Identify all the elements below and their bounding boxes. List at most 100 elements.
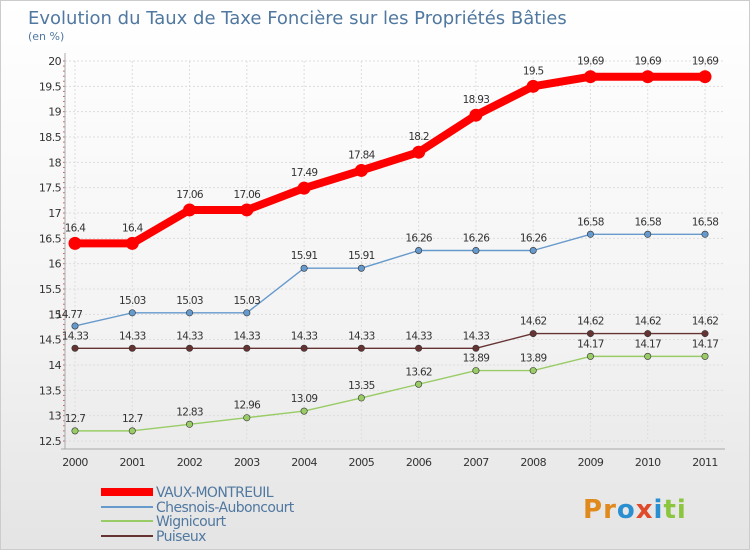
gridlines bbox=[65, 60, 725, 442]
data-label: 14.77 bbox=[56, 309, 83, 321]
x-tick-label: 2009 bbox=[578, 456, 604, 469]
data-point bbox=[698, 70, 712, 84]
data-label: 14.62 bbox=[634, 316, 661, 328]
data-point bbox=[701, 352, 709, 360]
data-point bbox=[472, 344, 480, 352]
data-point bbox=[240, 203, 254, 217]
y-tick-label: 17.5 bbox=[39, 182, 62, 195]
data-point bbox=[586, 352, 594, 360]
series-line bbox=[74, 355, 706, 432]
data-label: 12.7 bbox=[122, 413, 143, 425]
data-label: 18.93 bbox=[463, 94, 490, 106]
data-label: 16.4 bbox=[65, 222, 87, 234]
legend-label: VAUX-MONTREUIL bbox=[156, 485, 274, 501]
data-label: 14.62 bbox=[520, 316, 547, 328]
data-point bbox=[526, 79, 540, 93]
y-tick-label: 13 bbox=[48, 410, 61, 423]
x-tick-label: 2008 bbox=[520, 456, 546, 469]
x-tick-label: 2007 bbox=[463, 456, 489, 469]
data-point bbox=[412, 145, 426, 159]
y-tick-label: 14.5 bbox=[39, 334, 62, 347]
data-point bbox=[300, 344, 308, 352]
y-tick-label: 16.5 bbox=[39, 232, 62, 245]
data-point bbox=[586, 230, 594, 238]
data-label: 16.26 bbox=[405, 232, 433, 244]
x-tick-label: 2005 bbox=[349, 456, 375, 469]
data-label: 14.17 bbox=[577, 338, 604, 350]
data-point bbox=[243, 309, 251, 317]
data-label: 14.33 bbox=[234, 330, 261, 342]
data-point bbox=[300, 407, 308, 415]
data-point bbox=[297, 181, 311, 195]
y-tick-label: 17 bbox=[48, 207, 61, 220]
legend: VAUX-MONTREUILChesnois-AuboncourtWignico… bbox=[101, 485, 295, 545]
legend-label: Wignicourt bbox=[156, 514, 227, 530]
data-point bbox=[300, 264, 308, 272]
y-tick-label: 15.5 bbox=[39, 283, 62, 296]
data-point bbox=[354, 163, 368, 177]
data-point bbox=[472, 367, 480, 375]
y-tick-label: 16 bbox=[48, 258, 61, 271]
data-point bbox=[644, 352, 652, 360]
x-tick-label: 2002 bbox=[177, 456, 203, 469]
x-tick-label: 2003 bbox=[234, 456, 260, 469]
y-tick-label: 19.5 bbox=[39, 80, 62, 93]
data-label: 15.03 bbox=[176, 295, 203, 307]
data-point bbox=[128, 344, 136, 352]
y-tick-label: 14 bbox=[48, 359, 61, 372]
data-point bbox=[357, 264, 365, 272]
data-point bbox=[586, 330, 594, 338]
y-tick-label: 13.5 bbox=[39, 384, 62, 397]
data-label: 13.62 bbox=[405, 366, 432, 378]
data-point bbox=[186, 344, 194, 352]
data-label: 15.03 bbox=[234, 295, 261, 307]
data-label: 15.91 bbox=[348, 250, 375, 262]
x-tick-label: 2011 bbox=[692, 456, 718, 469]
data-point bbox=[472, 246, 480, 254]
data-label: 15.91 bbox=[291, 250, 318, 262]
data-point bbox=[644, 330, 652, 338]
series-group: 12.7 12.7 12.83 12.96 13.09 13.35 13.62 13.89 13… bbox=[56, 56, 719, 435]
data-label: 14.33 bbox=[291, 330, 318, 342]
y-tick-label: 20 bbox=[48, 55, 61, 68]
data-label: 14.33 bbox=[119, 330, 146, 342]
data-label: 14.17 bbox=[634, 338, 661, 350]
data-point bbox=[415, 380, 423, 388]
data-label: 12.7 bbox=[65, 413, 86, 425]
data-point bbox=[529, 367, 537, 375]
proxiti-logo: Proxiti bbox=[583, 495, 687, 525]
data-point bbox=[186, 420, 194, 428]
x-tick-label: 2000 bbox=[62, 456, 88, 469]
data-point bbox=[128, 427, 136, 435]
data-point bbox=[128, 309, 136, 317]
legend-label: Chesnois-Auboncourt bbox=[156, 500, 295, 516]
data-label: 14.33 bbox=[62, 330, 89, 342]
data-point bbox=[71, 344, 79, 352]
data-label: 19.69 bbox=[692, 56, 719, 68]
series-line bbox=[74, 233, 706, 327]
series-wignicourt: 12.7 12.7 12.83 12.96 13.09 13.35 13.62 13.89 13… bbox=[65, 338, 719, 435]
chart-title: Evolution du Taux de Taxe Foncière sur l… bbox=[28, 8, 567, 29]
data-point bbox=[529, 246, 537, 254]
data-point bbox=[529, 330, 537, 338]
data-label: 14.17 bbox=[692, 338, 719, 350]
data-label: 17.49 bbox=[291, 167, 318, 179]
series-puiseux: 14.33 14.33 14.33 14.33 14.33 14.33 14.33 14.33… bbox=[62, 316, 719, 352]
data-label: 17.84 bbox=[348, 149, 376, 161]
chart-subtitle: (en %) bbox=[28, 30, 64, 43]
x-tick-label: 2010 bbox=[635, 456, 661, 469]
y-tick-label: 12.5 bbox=[39, 435, 62, 448]
series-vaux-montreuil: 16.4 16.4 17.06 17.06 17.49 17.84 18.2 18.93 19.… bbox=[65, 56, 719, 250]
data-label: 14.62 bbox=[692, 316, 719, 328]
series-line bbox=[74, 332, 706, 349]
axes: 12.5 13 13.5 14 14.5 15 15.5 16 16.5 17 17.5 18 18.5… bbox=[39, 53, 725, 469]
data-label: 18.2 bbox=[408, 131, 429, 143]
y-tick-label: 19 bbox=[48, 106, 61, 119]
data-label: 14.33 bbox=[348, 330, 375, 342]
legend-label: Puiseux bbox=[156, 529, 206, 545]
data-point bbox=[68, 236, 82, 250]
data-point bbox=[357, 394, 365, 402]
data-label: 12.96 bbox=[234, 400, 262, 412]
data-label: 15.03 bbox=[119, 295, 146, 307]
